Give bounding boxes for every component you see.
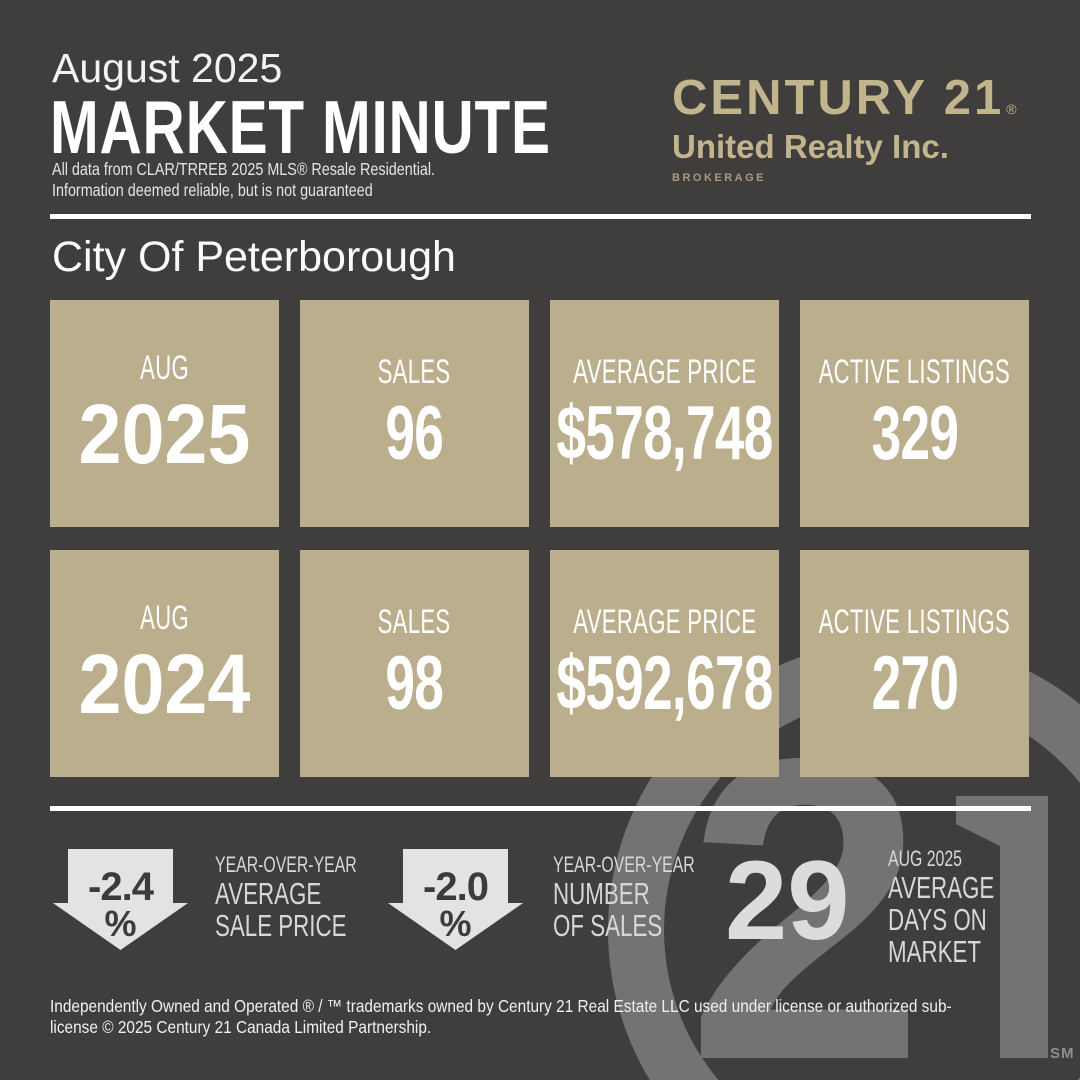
stat-label: SALES xyxy=(378,603,451,641)
brand-wordmark-text: CENTURY 21 xyxy=(672,71,1005,125)
days-on-market-labels: AUG 2025 AVERAGE DAYS ON MARKET xyxy=(888,846,1036,968)
stat-box-active-listings-2024: ACTIVE LISTINGS 270 xyxy=(800,550,1029,777)
stat-box-sales-2024: SALES 98 xyxy=(300,550,529,777)
stat-box-average-price-2024: AVERAGE PRICE $592,678 xyxy=(550,550,779,777)
stat-label: AUG xyxy=(140,349,189,387)
down-arrow-icon xyxy=(53,849,188,950)
yoy-sale-price-labels: YEAR-OVER-YEAR AVERAGE SALE PRICE xyxy=(215,852,412,942)
brokerage-name: United Realty Inc. xyxy=(672,128,949,165)
stat-line: DAYS ON xyxy=(888,902,987,937)
yoy-number-of-sales-change: -2.0 xyxy=(423,865,489,909)
stat-label: ACTIVE LISTINGS xyxy=(818,353,1011,391)
stat-line: AVERAGE xyxy=(888,870,995,905)
stat-box-sales-2025: SALES 96 xyxy=(300,300,529,527)
stat-box-average-price-2025: AVERAGE PRICE $578,748 xyxy=(550,300,779,527)
stat-box-month-2025: AUG 2025 xyxy=(50,300,279,527)
stat-value: 98 xyxy=(385,641,444,726)
stat-value: 2024 xyxy=(78,637,251,731)
registered-trademark-symbol: ® xyxy=(1006,101,1017,117)
stat-line: SALE PRICE xyxy=(215,908,347,943)
yoy-number-of-sales-arrow: -2.0 % xyxy=(388,849,523,950)
service-mark: SM xyxy=(1050,1045,1075,1062)
stat-line: AVERAGE xyxy=(215,876,322,911)
grid-row-2024: AUG 2024 SALES 98 AVERAGE PRICE $592,678… xyxy=(50,550,1029,777)
legal-line: license © 2025 Century 21 Canada Limited… xyxy=(50,1017,432,1037)
legal-line: Independently Owned and Operated ® / ™ t… xyxy=(50,996,952,1016)
stat-value: $592,678 xyxy=(556,641,773,726)
legal-footer: Independently Owned and Operated ® / ™ t… xyxy=(50,996,1075,1038)
report-period: August 2025 xyxy=(52,45,283,91)
yoy-sale-price-change: -2.4 xyxy=(88,865,154,909)
stat-kicker: AUG 2025 xyxy=(888,846,962,871)
stat-line: OF SALES xyxy=(553,908,663,943)
page-title: MARKET MINUTE xyxy=(50,85,551,169)
stat-box-month-2024: AUG 2024 xyxy=(50,550,279,777)
stat-label: AUG xyxy=(140,599,189,637)
stat-label: AVERAGE PRICE xyxy=(572,353,757,391)
century21-logo: CENTURY 21 ® United Realty Inc. BROKERAGE xyxy=(672,74,1042,185)
stat-label: ACTIVE LISTINGS xyxy=(818,603,1011,641)
percent-sign: % xyxy=(104,903,137,944)
watermark-digit-1-glyph xyxy=(956,796,1048,1058)
yoy-number-of-sales-labels: YEAR-OVER-YEAR NUMBER OF SALES xyxy=(553,852,750,942)
stat-kicker: YEAR-OVER-YEAR xyxy=(215,852,357,877)
brokerage-descriptor: BROKERAGE xyxy=(672,172,767,184)
data-source-disclaimer: All data from CLAR/TRREB 2025 MLS® Resal… xyxy=(52,159,436,179)
stat-value: $578,748 xyxy=(556,391,773,476)
days-on-market-value: 29 xyxy=(725,838,850,963)
comparison-grid: AUG 2025 SALES 96 AVERAGE PRICE $578,748… xyxy=(50,300,1029,777)
stat-value: 96 xyxy=(385,391,444,476)
down-arrow-icon xyxy=(388,849,523,950)
region-title: City Of Peterborough xyxy=(52,233,456,281)
stat-value: 329 xyxy=(871,391,958,476)
grid-row-2025: AUG 2025 SALES 96 AVERAGE PRICE $578,748… xyxy=(50,300,1029,527)
stat-label: SALES xyxy=(378,353,451,391)
stat-value: 270 xyxy=(871,641,958,726)
stat-box-active-listings-2025: ACTIVE LISTINGS 329 xyxy=(800,300,1029,527)
stat-value: 2025 xyxy=(78,387,251,481)
stat-line: NUMBER xyxy=(553,876,650,911)
header-divider xyxy=(50,214,1031,219)
stat-line: MARKET xyxy=(888,934,982,969)
brand-wordmark: CENTURY 21 ® xyxy=(672,74,1042,123)
reliability-disclaimer: Information deemed reliable, but is not … xyxy=(52,180,373,200)
section-divider xyxy=(50,806,1031,811)
stat-label: AVERAGE PRICE xyxy=(572,603,757,641)
yoy-sale-price-arrow: -2.4 % xyxy=(53,849,188,950)
percent-sign: % xyxy=(439,903,472,944)
stat-kicker: YEAR-OVER-YEAR xyxy=(553,852,695,877)
